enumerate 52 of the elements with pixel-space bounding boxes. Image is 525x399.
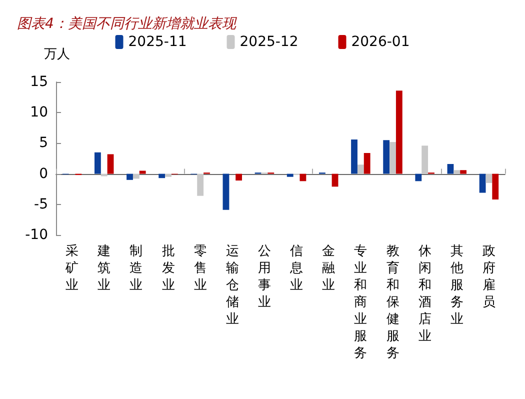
bar bbox=[165, 174, 172, 177]
bar bbox=[447, 164, 454, 174]
bar bbox=[415, 174, 422, 182]
bar bbox=[107, 154, 114, 174]
x-tick-label: 其他服务业 bbox=[450, 244, 464, 327]
bar bbox=[486, 174, 492, 183]
x-tick-label: 信息业 bbox=[289, 244, 304, 293]
bar bbox=[351, 140, 358, 174]
bar bbox=[126, 174, 133, 180]
x-tick-label: 运输仓储业 bbox=[226, 244, 239, 327]
x-tick-label: 零售业 bbox=[194, 244, 207, 293]
y-tick-label: 5 bbox=[39, 135, 48, 152]
bar bbox=[94, 152, 101, 174]
bar bbox=[197, 174, 204, 196]
x-tick-label: 教育和保健服务 bbox=[386, 244, 400, 361]
bar bbox=[479, 174, 486, 193]
bar bbox=[332, 174, 338, 187]
bar bbox=[236, 174, 242, 181]
bar bbox=[396, 90, 402, 174]
x-tick-label: 金融业 bbox=[322, 244, 336, 293]
x-tick-label: 批发业 bbox=[162, 244, 175, 293]
x-tick-label: 政府雇员 bbox=[482, 244, 496, 310]
y-axis-title: 万人 bbox=[44, 47, 70, 62]
bar bbox=[158, 174, 166, 178]
x-tick-label: 制造业 bbox=[130, 244, 143, 293]
bar bbox=[132, 174, 140, 179]
x-tick-label: 专业和商业服务 bbox=[354, 244, 368, 361]
x-tick-label: 公用事业 bbox=[258, 244, 271, 310]
y-tick-label: -5 bbox=[34, 196, 48, 212]
legend-label: 2025-11 bbox=[128, 34, 187, 50]
bar bbox=[492, 174, 499, 200]
x-tick-label: 休闲和酒店业 bbox=[418, 244, 432, 344]
y-tick-label: 10 bbox=[30, 104, 48, 121]
bar bbox=[300, 174, 306, 182]
bar bbox=[422, 146, 428, 174]
bar bbox=[139, 170, 146, 174]
y-tick-label: -10 bbox=[25, 227, 48, 243]
bar bbox=[286, 174, 294, 177]
bar bbox=[390, 142, 396, 174]
y-tick-label: 15 bbox=[30, 74, 48, 90]
x-tick-label: 采矿业 bbox=[64, 244, 79, 293]
legend-label: 2025-12 bbox=[240, 34, 298, 50]
bar bbox=[357, 164, 364, 174]
bar bbox=[364, 152, 370, 174]
bar bbox=[222, 174, 230, 210]
chart-title: 图表4：美国不同行业新增就业表现 bbox=[17, 16, 238, 32]
bar bbox=[383, 140, 390, 174]
y-tick-label: 0 bbox=[39, 166, 48, 182]
legend-label: 2026-01 bbox=[351, 34, 410, 50]
x-tick-label: 建筑业 bbox=[96, 244, 111, 293]
bar bbox=[454, 170, 460, 174]
bar bbox=[460, 170, 467, 174]
